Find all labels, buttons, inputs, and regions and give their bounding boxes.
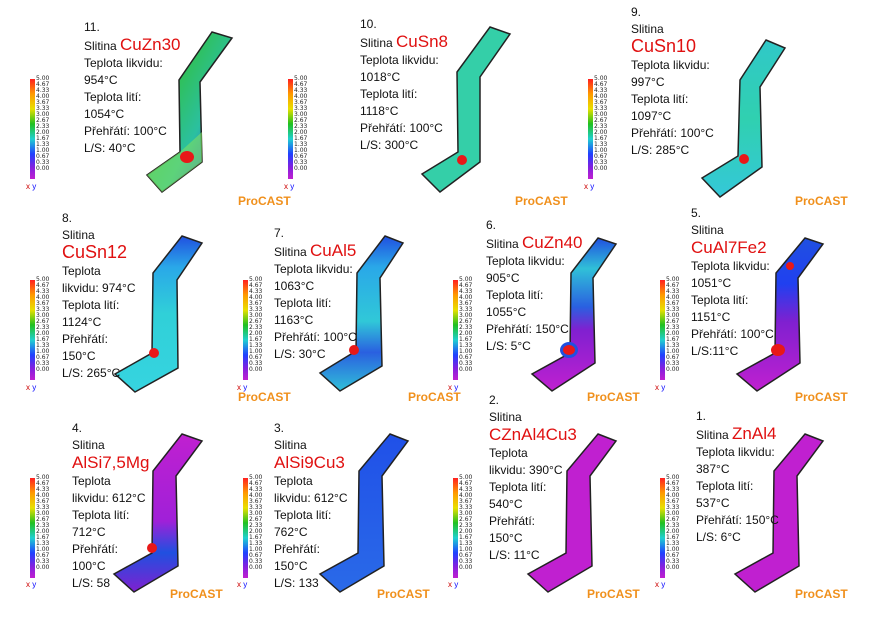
panel-label: 7. Slitina CuAl5 Teplota likvidu: 1063°C … xyxy=(274,226,357,361)
axis-indicator: x y xyxy=(655,383,666,392)
scale-ticks: 5.00 4.67 4.33 4.00 3.67 3.33 3.00 2.67 2.33 2.00… xyxy=(36,474,50,571)
scale-ticks: 5.00 4.67 4.33 4.00 3.67 3.33 3.00 2.67 2.33 2.00… xyxy=(294,75,308,172)
color-scale: 5.00 4.67 4.33 4.00 3.67 3.33 3.00 2.67 2.33 2.00… xyxy=(453,474,473,578)
color-scale: 5.00 4.67 4.33 4.00 3.67 3.33 3.00 2.67 2.33 2.00… xyxy=(660,276,680,380)
panel-cusn10: 5.00 4.67 4.33 4.00 3.67 3.33 3.00 2.67 2.33 2.00… xyxy=(584,5,820,208)
procast-logo: ProCAST xyxy=(408,390,461,404)
panel-alsi9cu3: 5.00 4.67 4.33 4.00 3.67 3.33 3.00 2.67 2.33 2.00… xyxy=(237,408,450,604)
procast-logo: ProCAST xyxy=(238,390,291,404)
procast-logo: ProCAST xyxy=(238,194,291,208)
panel-cual5: 5.00 4.67 4.33 4.00 3.67 3.33 3.00 2.67 2.33 2.00… xyxy=(237,208,450,404)
axis-indicator: x y xyxy=(584,182,595,191)
scale-ticks: 5.00 4.67 4.33 4.00 3.67 3.33 3.00 2.67 2.33 2.00… xyxy=(666,276,680,373)
scale-ticks: 5.00 4.67 4.33 4.00 3.67 3.33 3.00 2.67 2.33 2.00… xyxy=(594,75,608,172)
axis-indicator: x y xyxy=(237,383,248,392)
axis-indicator: x y xyxy=(448,580,459,589)
axis-indicator: x y xyxy=(26,580,37,589)
panel-cuzn40: 5.00 4.67 4.33 4.00 3.67 3.33 3.00 2.67 2.33 2.00… xyxy=(448,208,658,404)
color-scale: 5.00 4.67 4.33 4.00 3.67 3.33 3.00 2.67 2.33 2.00… xyxy=(660,474,680,578)
axis-indicator: x y xyxy=(237,580,248,589)
procast-logo: ProCAST xyxy=(170,587,223,601)
panel-label: 5. Slitina CuAl7Fe2 Teplota likvidu: 1051°… xyxy=(691,206,774,358)
color-scale: 5.00 4.67 4.33 4.00 3.67 3.33 3.00 2.67 2.33 2.00… xyxy=(453,276,473,380)
color-scale: 5.00 4.67 4.33 4.00 3.67 3.33 3.00 2.67 2.33 2.00… xyxy=(588,75,608,179)
panel-label: 8. Slitina CuSn12 Teplota likvidu: 974°C T… xyxy=(62,211,136,380)
color-scale: 5.00 4.67 4.33 4.00 3.67 3.33 3.00 2.67 2.33 2.00… xyxy=(243,276,263,380)
scale-ticks: 5.00 4.67 4.33 4.00 3.67 3.33 3.00 2.67 2.33 2.00… xyxy=(249,276,263,373)
panel-alsi75mg: 5.00 4.67 4.33 4.00 3.67 3.33 3.00 2.67 2.33 2.00… xyxy=(22,408,232,604)
panel-cuzn30: 5.00 4.67 4.33 4.00 3.67 3.33 3.00 2.67 2.33 2.00… xyxy=(22,12,234,208)
procast-logo: ProCAST xyxy=(587,390,640,404)
casting-simulation-alsi9cu3 xyxy=(318,433,410,593)
casting-simulation-alsi75mg xyxy=(112,433,204,593)
casting-simulation-cuzn40 xyxy=(530,237,618,392)
casting-simulation-znal4 xyxy=(733,433,825,593)
color-scale: 5.00 4.67 4.33 4.00 3.67 3.33 3.00 2.67 2.33 2.00… xyxy=(30,276,50,380)
color-scale: 5.00 4.67 4.33 4.00 3.67 3.33 3.00 2.67 2.33 2.00… xyxy=(288,75,308,179)
panel-cusn12: 5.00 4.67 4.33 4.00 3.67 3.33 3.00 2.67 2.33 2.00… xyxy=(22,208,232,404)
panel-label: 9. Slitina CuSn10 Teplota likvidu: 997°C T… xyxy=(631,5,714,157)
panel-label: 2. Slitina CZnAl4Cu3 Teplota likvidu: 390°… xyxy=(489,393,577,562)
procast-logo: ProCAST xyxy=(795,194,848,208)
scale-ticks: 5.00 4.67 4.33 4.00 3.67 3.33 3.00 2.67 2.33 2.00… xyxy=(459,474,473,571)
scale-ticks: 5.00 4.67 4.33 4.00 3.67 3.33 3.00 2.67 2.33 2.00… xyxy=(249,474,263,571)
scale-ticks: 5.00 4.67 4.33 4.00 3.67 3.33 3.00 2.67 2.33 2.00… xyxy=(36,276,50,373)
casting-simulation-cusn10 xyxy=(700,39,787,198)
panel-cznal4cu3: 5.00 4.67 4.33 4.00 3.67 3.33 3.00 2.67 2.33 2.00… xyxy=(448,393,658,604)
procast-logo: ProCAST xyxy=(377,587,430,601)
panel-label: 10. Slitina CuSn8 Teplota likvidu: 1018°C… xyxy=(360,17,449,152)
axis-indicator: x y xyxy=(284,182,295,191)
scale-ticks: 5.00 4.67 4.33 4.00 3.67 3.33 3.00 2.67 2.33 2.00… xyxy=(36,75,50,172)
procast-logo: ProCAST xyxy=(587,587,640,601)
panel-label: 1. Slitina ZnAl4 Teplota likvidu: 387°C T… xyxy=(696,409,779,544)
procast-logo: ProCAST xyxy=(795,587,848,601)
axis-indicator: x y xyxy=(26,383,37,392)
color-scale: 5.00 4.67 4.33 4.00 3.67 3.33 3.00 2.67 2.33 2.00… xyxy=(30,75,50,179)
casting-simulation-cuzn30 xyxy=(145,31,234,194)
panel-label: 6. Slitina CuZn40 Teplota likvidu: 905°C … xyxy=(486,218,583,353)
procast-logo: ProCAST xyxy=(515,194,568,208)
panel-label: 11. Slitina CuZn30 Teplota likvidu: 954°C… xyxy=(84,20,181,155)
casting-simulation-cusn8 xyxy=(420,26,512,193)
panel-label: 3. Slitina AlSi9Cu3 Teplota likvidu: 612°C… xyxy=(274,421,348,590)
casting-simulation-cusn12 xyxy=(113,235,204,393)
procast-logo: ProCAST xyxy=(795,390,848,404)
axis-indicator: x y xyxy=(655,580,666,589)
casting-simulation-cual7fe2 xyxy=(735,237,825,392)
color-scale: 5.00 4.67 4.33 4.00 3.67 3.33 3.00 2.67 2.33 2.00… xyxy=(30,474,50,578)
color-scale: 5.00 4.67 4.33 4.00 3.67 3.33 3.00 2.67 2.33 2.00… xyxy=(243,474,263,578)
scale-ticks: 5.00 4.67 4.33 4.00 3.67 3.33 3.00 2.67 2.33 2.00… xyxy=(666,474,680,571)
panel-label: 4. Slitina AlSi7,5Mg Teplota likvidu: 612°… xyxy=(72,421,150,590)
panel-cusn8: 5.00 4.67 4.33 4.00 3.67 3.33 3.00 2.67 2.33 2.00… xyxy=(284,12,512,208)
axis-indicator: x y xyxy=(26,182,37,191)
casting-simulation-cznal4cu3 xyxy=(526,433,618,593)
casting-simulation-cual5 xyxy=(318,235,405,392)
axis-indicator: x y xyxy=(448,383,459,392)
panel-znal4: 5.00 4.67 4.33 4.00 3.67 3.33 3.00 2.67 2.33 2.00… xyxy=(655,408,865,604)
panel-cual7fe2: 5.00 4.67 4.33 4.00 3.67 3.33 3.00 2.67 2.33 2.00… xyxy=(655,206,865,404)
scale-ticks: 5.00 4.67 4.33 4.00 3.67 3.33 3.00 2.67 2.33 2.00… xyxy=(459,276,473,373)
